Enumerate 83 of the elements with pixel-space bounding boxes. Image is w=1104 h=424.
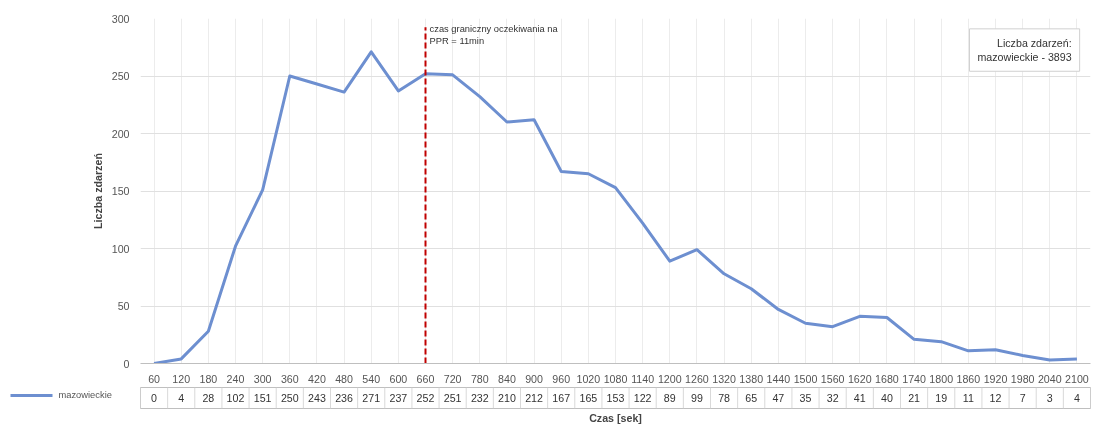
data-label: 21 xyxy=(908,392,921,404)
data-label: 32 xyxy=(826,392,839,404)
x-tick-label: 120 xyxy=(172,372,191,385)
x-tick-label: 300 xyxy=(253,372,272,385)
x-tick-label: 1800 xyxy=(929,372,954,385)
x-tick-label: 180 xyxy=(199,372,218,385)
line-series xyxy=(152,50,1079,364)
x-tick-label: 1020 xyxy=(576,372,601,385)
data-label: 151 xyxy=(253,392,272,404)
annotation: Liczba zdarzeń: mazowieckie - 3893 xyxy=(977,36,1072,64)
data-label: 210 xyxy=(498,392,516,404)
x-tick-label: 1620 xyxy=(847,372,872,385)
y-tick-label: 250 xyxy=(111,70,130,82)
x-axis-title: Czas [sek] xyxy=(589,411,642,424)
data-label: 153 xyxy=(606,392,625,404)
data-label: 271 xyxy=(362,392,381,404)
data-label: 236 xyxy=(335,392,354,404)
x-tick-label: 420 xyxy=(308,372,326,385)
y-tick-label: 200 xyxy=(111,127,130,140)
y-tick-label: 300 xyxy=(111,12,130,25)
x-tick-label: 240 xyxy=(226,372,245,385)
y-tick-label: 150 xyxy=(111,185,130,197)
data-label: 65 xyxy=(745,392,758,404)
x-tick-label: 360 xyxy=(280,372,299,385)
x-tick-label: 900 xyxy=(525,372,544,385)
data-label: 12 xyxy=(989,392,1002,404)
x-tick-label: 720 xyxy=(443,372,462,385)
data-label: 89 xyxy=(663,392,676,404)
data-label: 232 xyxy=(470,392,489,404)
data-label: 252 xyxy=(416,392,435,404)
y-tick-label: 50 xyxy=(117,300,130,312)
data-label: 11 xyxy=(962,392,974,404)
data-label: 99 xyxy=(691,392,703,404)
x-tick-label: 1380 xyxy=(739,372,764,385)
data-label: 28 xyxy=(202,392,215,404)
x-tick-label: 1440 xyxy=(766,372,791,385)
x-tick-label: 1980 xyxy=(1010,372,1035,385)
ref-line-label: czas graniczny oczekiwania na PPR = 11min xyxy=(429,23,559,46)
x-tick-label: 1080 xyxy=(603,372,628,385)
data-label: 47 xyxy=(772,392,785,404)
data-label: 102 xyxy=(226,392,245,404)
x-tick-label: 1200 xyxy=(657,372,682,385)
data-label: 40 xyxy=(881,392,893,404)
x-tick-label: 660 xyxy=(416,372,435,385)
y-tick-label: 0 xyxy=(123,357,130,370)
data-label: 237 xyxy=(389,392,408,404)
y-axis-title: Liczba zdarzeń xyxy=(91,153,104,229)
data-label: 122 xyxy=(633,392,652,404)
x-tick-label: 2100 xyxy=(1065,372,1089,385)
data-label: 251 xyxy=(443,392,462,404)
data-label: 0 xyxy=(151,392,158,404)
data-label: 250 xyxy=(280,392,299,404)
data-label: 243 xyxy=(308,392,326,404)
x-tick-label: 1500 xyxy=(793,372,818,385)
x-tick-label: 1680 xyxy=(875,372,899,385)
data-label: 212 xyxy=(525,392,544,404)
x-tick-label: 1920 xyxy=(983,372,1008,385)
data-label: 41 xyxy=(853,392,866,404)
x-tick-label: 1260 xyxy=(685,372,709,385)
data-label: 3 xyxy=(1046,392,1053,404)
x-tick-label: 60 xyxy=(148,372,161,385)
x-tick-label: 540 xyxy=(362,372,381,385)
x-tick-label: 600 xyxy=(389,372,408,385)
x-tick-label: 780 xyxy=(470,372,489,385)
data-label: 4 xyxy=(1073,392,1080,404)
legend-label: mazowieckie xyxy=(58,390,112,401)
data-label: 4 xyxy=(178,392,185,404)
data-label: 167 xyxy=(552,392,571,404)
x-tick-label: 480 xyxy=(335,372,354,385)
x-tick-label: 960 xyxy=(552,372,571,385)
data-label: 78 xyxy=(718,392,731,404)
x-tick-label: 1860 xyxy=(956,372,981,385)
data-label: 35 xyxy=(799,392,812,404)
x-tick-label: 1740 xyxy=(902,372,926,385)
x-tick-label: 1320 xyxy=(712,372,736,385)
y-tick-label: 100 xyxy=(111,242,130,255)
data-label: 7 xyxy=(1019,392,1026,404)
x-tick-label: 2040 xyxy=(1037,372,1062,385)
data-label: 19 xyxy=(935,392,948,404)
data-label: 165 xyxy=(579,392,598,404)
x-tick-label: 840 xyxy=(498,372,516,385)
x-tick-label: 1140 xyxy=(631,372,655,385)
x-tick-label: 1560 xyxy=(820,372,845,385)
